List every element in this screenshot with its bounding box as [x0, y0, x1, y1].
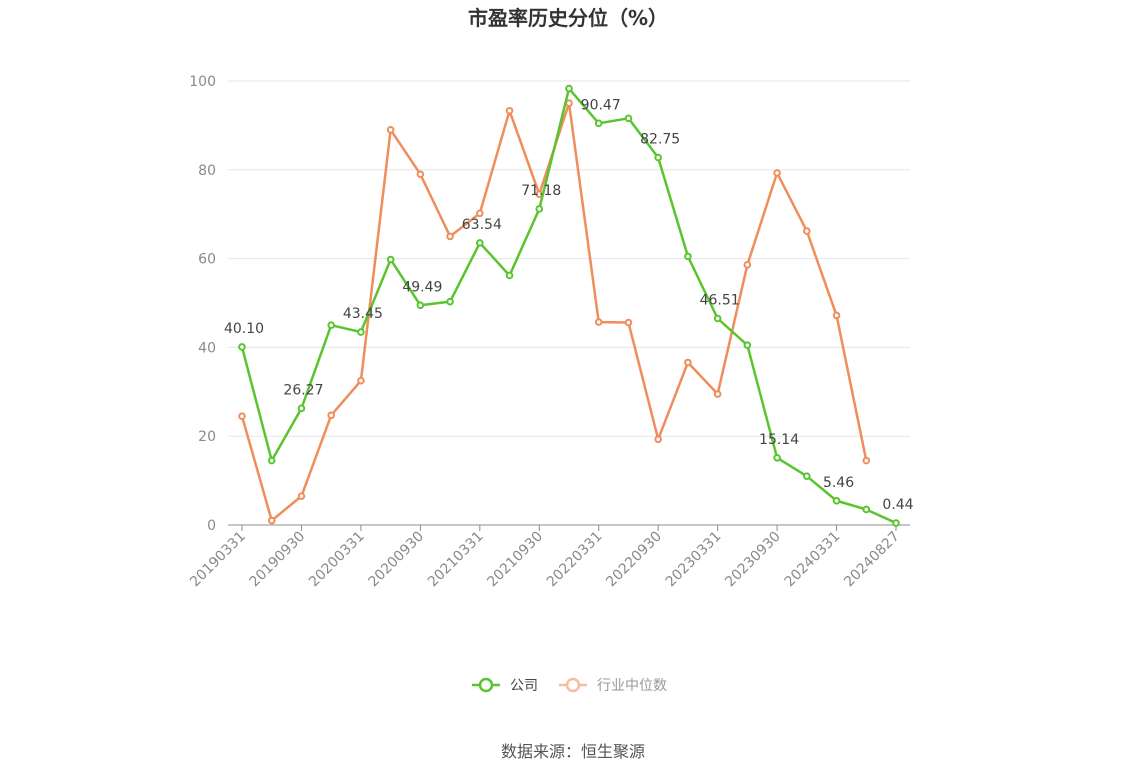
data-label: 71.18	[521, 183, 561, 199]
x-tick-label: 20190331	[187, 529, 249, 591]
y-tick-label: 0	[207, 518, 216, 534]
data-point[interactable]	[416, 301, 425, 310]
data-point[interactable]	[476, 239, 484, 247]
legend-marker-icon	[565, 677, 581, 693]
series-line	[240, 101, 868, 522]
data-label: 26.27	[283, 382, 323, 398]
data-point[interactable]	[654, 153, 662, 162]
source-text: 数据来源：恒生聚源	[501, 742, 645, 761]
data-point[interactable]	[357, 328, 365, 336]
x-tick-label: 20210930	[484, 529, 546, 591]
x-tick-label: 20220331	[544, 529, 606, 591]
data-label: 46.51	[700, 292, 740, 308]
y-tick-label: 40	[198, 340, 216, 356]
data-label: 40.10	[224, 321, 264, 337]
data-point[interactable]	[713, 314, 722, 323]
x-tick-label: 20210331	[425, 529, 487, 591]
legend-item-0[interactable]: 公司	[472, 677, 538, 694]
data-label: 49.49	[402, 279, 442, 295]
series-group	[238, 84, 900, 527]
y-tick-label: 80	[198, 163, 216, 179]
x-tick-label: 20230331	[663, 529, 725, 591]
data-point[interactable]	[713, 390, 722, 398]
x-tick-label: 20200930	[365, 529, 427, 591]
y-axis-ticks: 0 20 40 60 80 100	[189, 74, 216, 534]
legend-marker-icon	[478, 677, 494, 693]
data-point[interactable]	[446, 232, 454, 241]
data-point[interactable]	[803, 472, 811, 480]
data-label: 82.75	[640, 132, 680, 148]
data-point[interactable]	[803, 227, 811, 235]
data-point[interactable]	[892, 519, 900, 527]
gridlines	[228, 80, 910, 437]
data-point[interactable]	[327, 411, 335, 420]
data-point[interactable]	[386, 126, 395, 134]
data-label: 43.45	[343, 306, 383, 322]
data-point[interactable]	[654, 435, 662, 444]
data-point[interactable]	[505, 106, 514, 115]
legend-item-1[interactable]: 行业中位数	[559, 677, 667, 694]
data-point[interactable]	[238, 412, 246, 421]
data-point[interactable]	[505, 271, 514, 280]
y-tick-label: 60	[198, 252, 216, 268]
data-labels: 40.10 26.27 43.45 49.49 63.54 71.18 90.47 82.75…	[224, 97, 914, 513]
data-label: 5.46	[823, 475, 854, 491]
x-tick-label: 20240331	[782, 529, 844, 591]
data-point[interactable]	[624, 114, 633, 123]
data-label: 0.44	[882, 497, 913, 513]
data-point[interactable]	[565, 84, 573, 93]
data-point[interactable]	[773, 453, 781, 462]
data-point[interactable]	[594, 318, 603, 326]
x-axis: 2019033120190930202003312020093020210331…	[187, 524, 910, 591]
data-label: 63.54	[462, 217, 502, 233]
data-point[interactable]	[267, 456, 276, 465]
data-point[interactable]	[832, 311, 841, 320]
legend[interactable]: 公司 行业中位数	[472, 677, 667, 694]
data-label: 90.47	[581, 97, 621, 113]
data-point[interactable]	[327, 321, 335, 330]
data-point[interactable]	[773, 169, 781, 177]
x-tick-label: 20190930	[247, 529, 309, 591]
y-tick-label: 20	[198, 429, 216, 445]
x-tick-label: 20220930	[603, 529, 665, 591]
data-point[interactable]	[832, 496, 841, 505]
data-point[interactable]	[594, 119, 603, 128]
legend-label: 行业中位数	[597, 678, 667, 694]
data-point[interactable]	[297, 404, 306, 413]
data-point[interactable]	[535, 205, 544, 213]
data-point[interactable]	[238, 343, 246, 351]
data-point[interactable]	[624, 318, 633, 327]
data-label: 15.14	[759, 432, 799, 448]
data-point[interactable]	[386, 255, 395, 264]
chart-title: 市盈率历史分位（%）	[468, 6, 668, 30]
data-point[interactable]	[684, 252, 692, 261]
x-tick-label: 20230930	[722, 529, 784, 591]
data-point[interactable]	[743, 341, 752, 349]
data-point[interactable]	[416, 170, 425, 179]
x-tick-label: 20240827	[841, 529, 903, 591]
data-point[interactable]	[476, 209, 484, 218]
y-tick-label: 100	[189, 74, 216, 90]
data-point[interactable]	[446, 297, 454, 306]
legend-label: 公司	[510, 678, 538, 694]
data-point[interactable]	[297, 492, 306, 500]
data-point[interactable]	[357, 376, 365, 385]
series-0	[238, 84, 900, 527]
series-line	[240, 87, 897, 525]
x-tick-label: 20200331	[306, 529, 368, 591]
data-point[interactable]	[743, 261, 752, 269]
data-point[interactable]	[862, 505, 871, 514]
data-point[interactable]	[862, 456, 871, 465]
data-point[interactable]	[267, 516, 276, 525]
data-point[interactable]	[684, 358, 692, 367]
